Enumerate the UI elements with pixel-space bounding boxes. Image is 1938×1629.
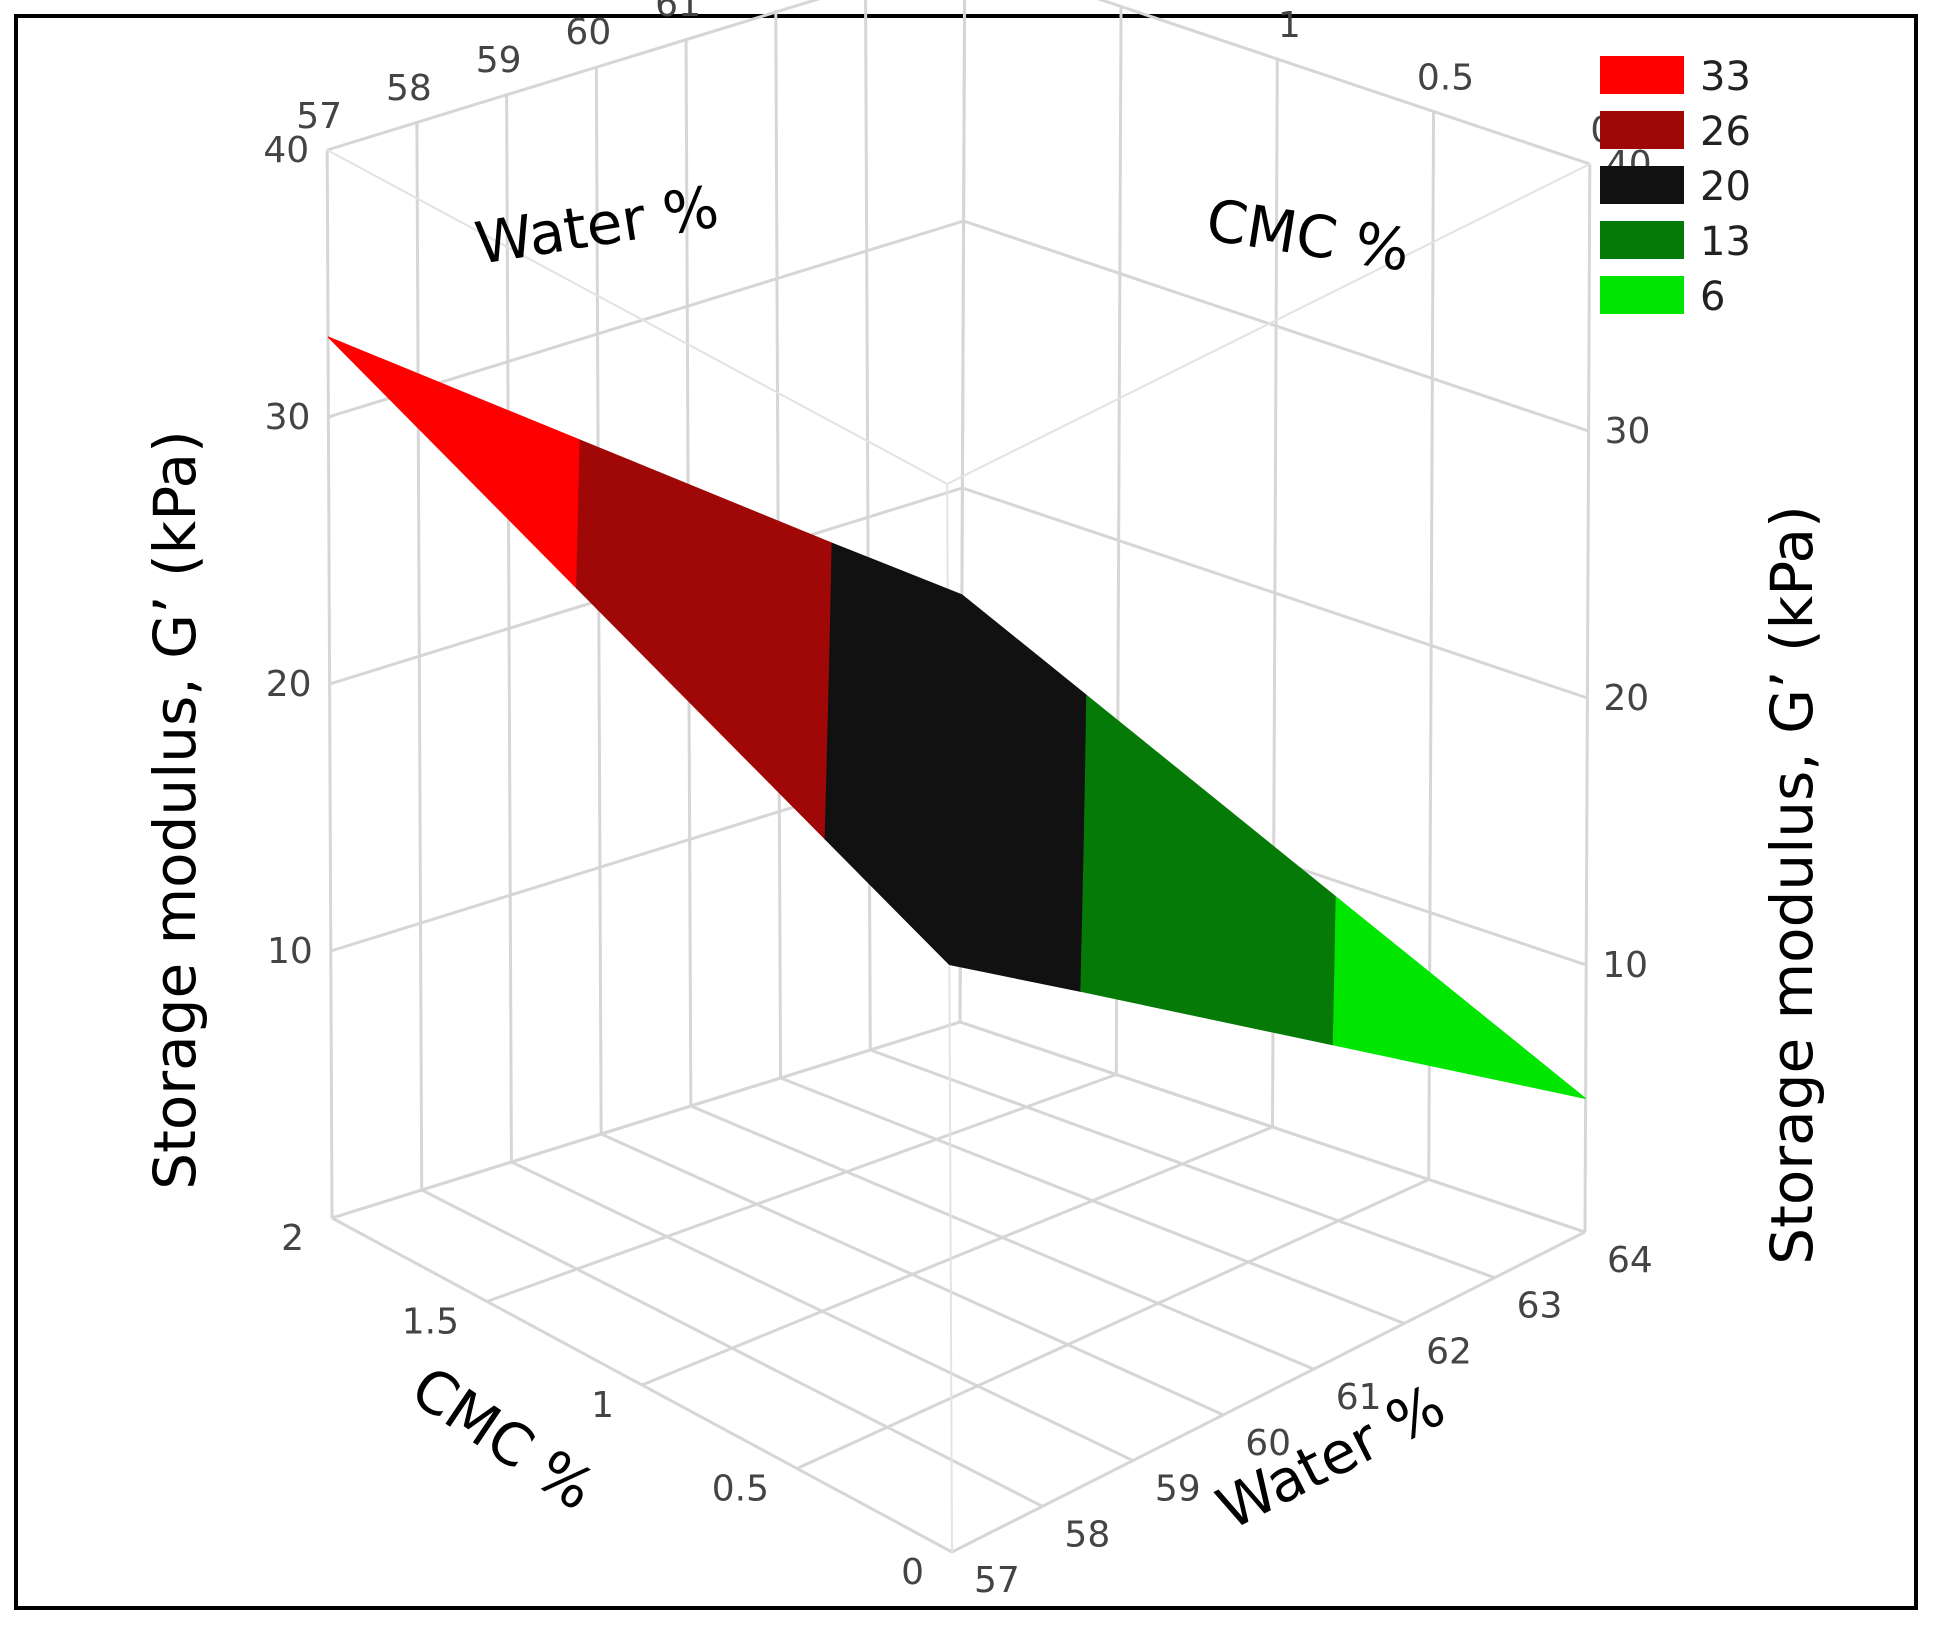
- surface-band-3: [1080, 694, 1337, 1046]
- right-wall-hline-1: [961, 486, 1588, 700]
- bottom-water-tick-1: 58: [1064, 1514, 1110, 1555]
- top-cmc-tick-3: 0.5: [1417, 58, 1474, 99]
- left-z-axis-title: Storage modulus, G’ (kPa): [141, 430, 209, 1189]
- left-z-tick-3: 40: [263, 130, 309, 171]
- right-wall-hline-4: [959, 1020, 1586, 1234]
- ticks-layer: 575859606162636421.510.50102030401020304…: [263, 0, 1652, 1601]
- bottom-water-tick-3: 60: [1245, 1423, 1291, 1464]
- left-z-tick-1: 20: [266, 664, 312, 705]
- floor-grid-cmc-3: [796, 1178, 1430, 1470]
- left-wall-vline-6: [864, 0, 872, 1051]
- legend-swatch-1: [1600, 111, 1684, 149]
- top-edge-right: [946, 163, 1591, 485]
- left-z-tick-2: 30: [265, 397, 311, 438]
- top-edge-left: [326, 149, 948, 485]
- floor-grid-cmc-2: [641, 1125, 1274, 1387]
- left-wall-hline-4: [331, 1020, 961, 1220]
- right-z-tick-0: 10: [1602, 945, 1648, 986]
- legend: 33 26 20 13 6: [1600, 54, 1751, 320]
- bottom-cmc-axis-title: CMC %: [399, 1353, 607, 1524]
- top-water-tick-2: 59: [476, 40, 522, 81]
- bottom-cmc-tick-1: 1.5: [402, 1302, 459, 1343]
- surface-band-4: [1332, 895, 1586, 1099]
- legend-swatch-2: [1600, 166, 1684, 204]
- legend-swatch-0: [1600, 56, 1684, 94]
- bottom-cmc-tick-4: 0: [901, 1552, 924, 1593]
- bottom-water-tick-6: 63: [1517, 1286, 1563, 1327]
- legend-swatch-3: [1600, 221, 1684, 259]
- bottom-cmc-tick-3: 0.5: [712, 1469, 769, 1510]
- surface-band-1: [576, 439, 833, 841]
- legend-label-4: 6: [1700, 274, 1725, 320]
- legend-label-2: 20: [1700, 164, 1751, 210]
- top-cmc-tick-2: 1: [1278, 5, 1301, 46]
- bottom-cmc-tick-0: 2: [281, 1218, 304, 1259]
- bottom-water-tick-5: 62: [1426, 1331, 1472, 1372]
- legend-label-1: 26: [1700, 109, 1751, 155]
- top-water-tick-4: 61: [655, 0, 701, 25]
- surface-band-0: [327, 336, 581, 590]
- top-cmc-axis-title: CMC %: [1202, 186, 1415, 285]
- top-water-tick-3: 60: [565, 12, 611, 53]
- surface-layer: [327, 336, 1586, 1099]
- right-z-tick-1: 20: [1603, 678, 1649, 719]
- surface-band-2: [824, 542, 1088, 993]
- top-water-tick-1: 58: [386, 68, 432, 109]
- floor-grid-cmc-4: [951, 1230, 1586, 1554]
- bottom-water-axis-title: Water %: [1206, 1371, 1455, 1543]
- legend-swatch-4: [1600, 276, 1684, 314]
- right-z-axis-title: Storage modulus, G’ (kPa): [1758, 505, 1826, 1264]
- bottom-water-tick-0: 57: [974, 1560, 1020, 1601]
- left-z-tick-0: 10: [267, 931, 313, 972]
- legend-label-3: 13: [1700, 219, 1751, 265]
- right-z-tick-2: 30: [1605, 411, 1651, 452]
- right-wall-hline-3: [1096, 0, 1591, 166]
- bottom-water-tick-4: 61: [1336, 1377, 1382, 1418]
- bottom-cmc-tick-2: 1: [591, 1385, 614, 1426]
- top-water-tick-0: 57: [296, 96, 342, 137]
- bottom-water-tick-2: 59: [1155, 1469, 1201, 1510]
- floor-grid-cmc-1: [486, 1073, 1117, 1303]
- right-wall-hline-2: [963, 219, 1590, 433]
- bottom-water-tick-7: 64: [1607, 1240, 1653, 1281]
- legend-label-0: 33: [1700, 54, 1751, 100]
- left-wall-hline-3: [326, 0, 821, 152]
